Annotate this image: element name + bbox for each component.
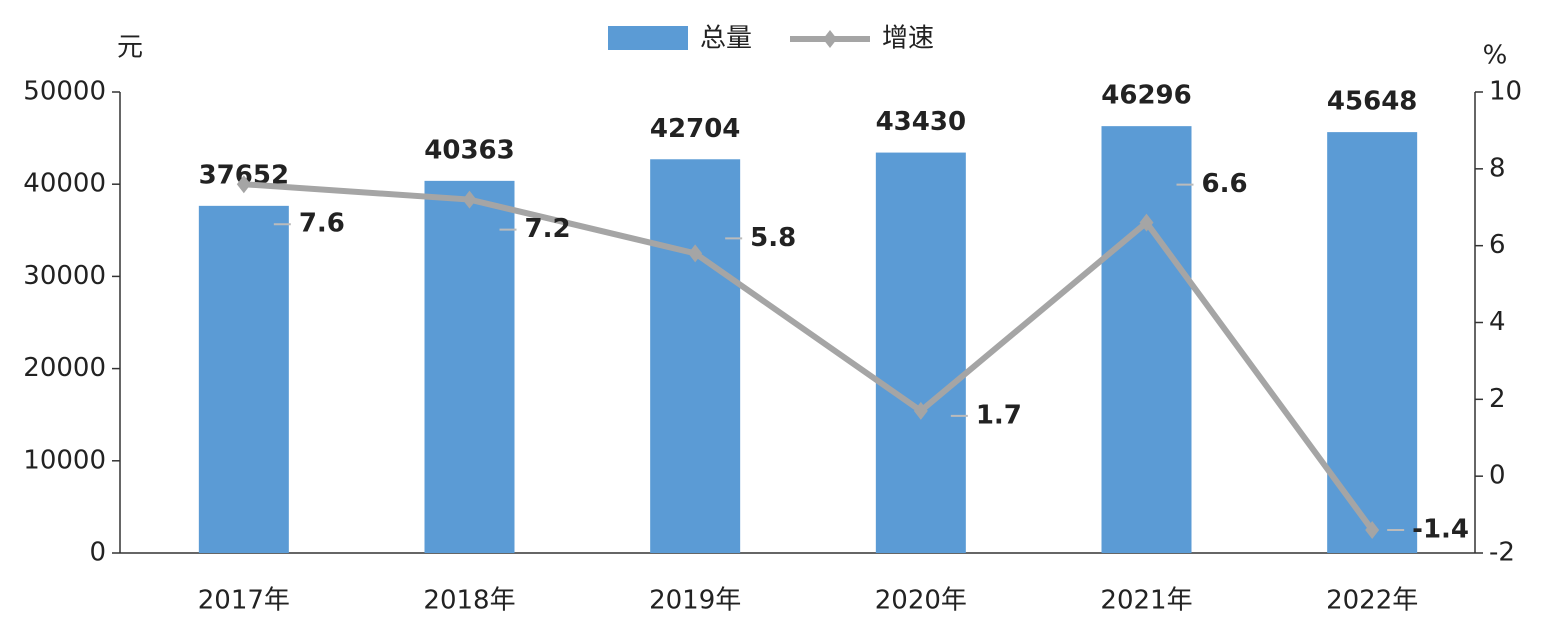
x-tick-label: 2018年 — [423, 586, 515, 616]
y-tick-label: 20000 — [23, 353, 106, 383]
bar — [424, 180, 515, 553]
line — [243, 181, 1375, 532]
x-tick-label: 2019年 — [649, 586, 741, 616]
x-tick-label: 2017年 — [198, 586, 290, 616]
y2-tick-label: 4 — [1489, 307, 1506, 337]
y2-tick-label: 0 — [1489, 461, 1506, 491]
bar — [198, 205, 289, 553]
y-tick-label: 0 — [89, 538, 106, 568]
y2-axis-label: % — [1483, 41, 1508, 71]
line-marker — [688, 244, 703, 263]
x-tick-label: 2021年 — [1100, 586, 1192, 616]
line-value-label: 1.7 — [976, 400, 1022, 430]
y-tick-label: 10000 — [23, 445, 106, 475]
line-value-label: 7.2 — [525, 214, 571, 244]
line-value-label: 5.8 — [750, 223, 796, 253]
line-marker — [236, 175, 251, 194]
legend-label: 总量 — [700, 24, 752, 54]
y2-tick-label: 6 — [1489, 230, 1506, 260]
x-tick-label: 2020年 — [875, 586, 967, 616]
x-tick-label: 2022年 — [1326, 586, 1418, 616]
line-value-label: 7.6 — [299, 209, 345, 239]
line-marker — [462, 190, 477, 209]
bar-value-label: 46296 — [1101, 81, 1191, 111]
bar — [1101, 126, 1192, 553]
line-value-label: -1.4 — [1412, 514, 1469, 544]
bar — [1327, 132, 1418, 554]
line-marker — [1139, 213, 1154, 232]
bar — [650, 159, 741, 554]
y-axis-label: 元 — [117, 33, 143, 63]
bar-value-label: 45648 — [1327, 87, 1417, 117]
y2-tick-label: 10 — [1489, 77, 1522, 107]
bar — [875, 152, 966, 554]
legend-marker — [823, 30, 837, 48]
y2-tick-label: 8 — [1489, 153, 1506, 183]
y2-tick-label: -2 — [1489, 538, 1515, 568]
legend-swatch — [608, 26, 688, 50]
y-tick-label: 40000 — [23, 169, 106, 199]
line-marker — [913, 401, 928, 420]
line-value-label: 6.6 — [1202, 169, 1248, 199]
y-tick-label: 30000 — [23, 261, 106, 291]
bar-value-label: 42704 — [650, 114, 740, 144]
line-marker — [1365, 520, 1380, 539]
legend-label: 增速 — [882, 24, 934, 54]
y2-tick-label: 2 — [1489, 384, 1506, 414]
y-tick-label: 50000 — [23, 77, 106, 107]
bar-value-label: 43430 — [876, 107, 966, 137]
bar-value-label: 40363 — [424, 135, 514, 165]
